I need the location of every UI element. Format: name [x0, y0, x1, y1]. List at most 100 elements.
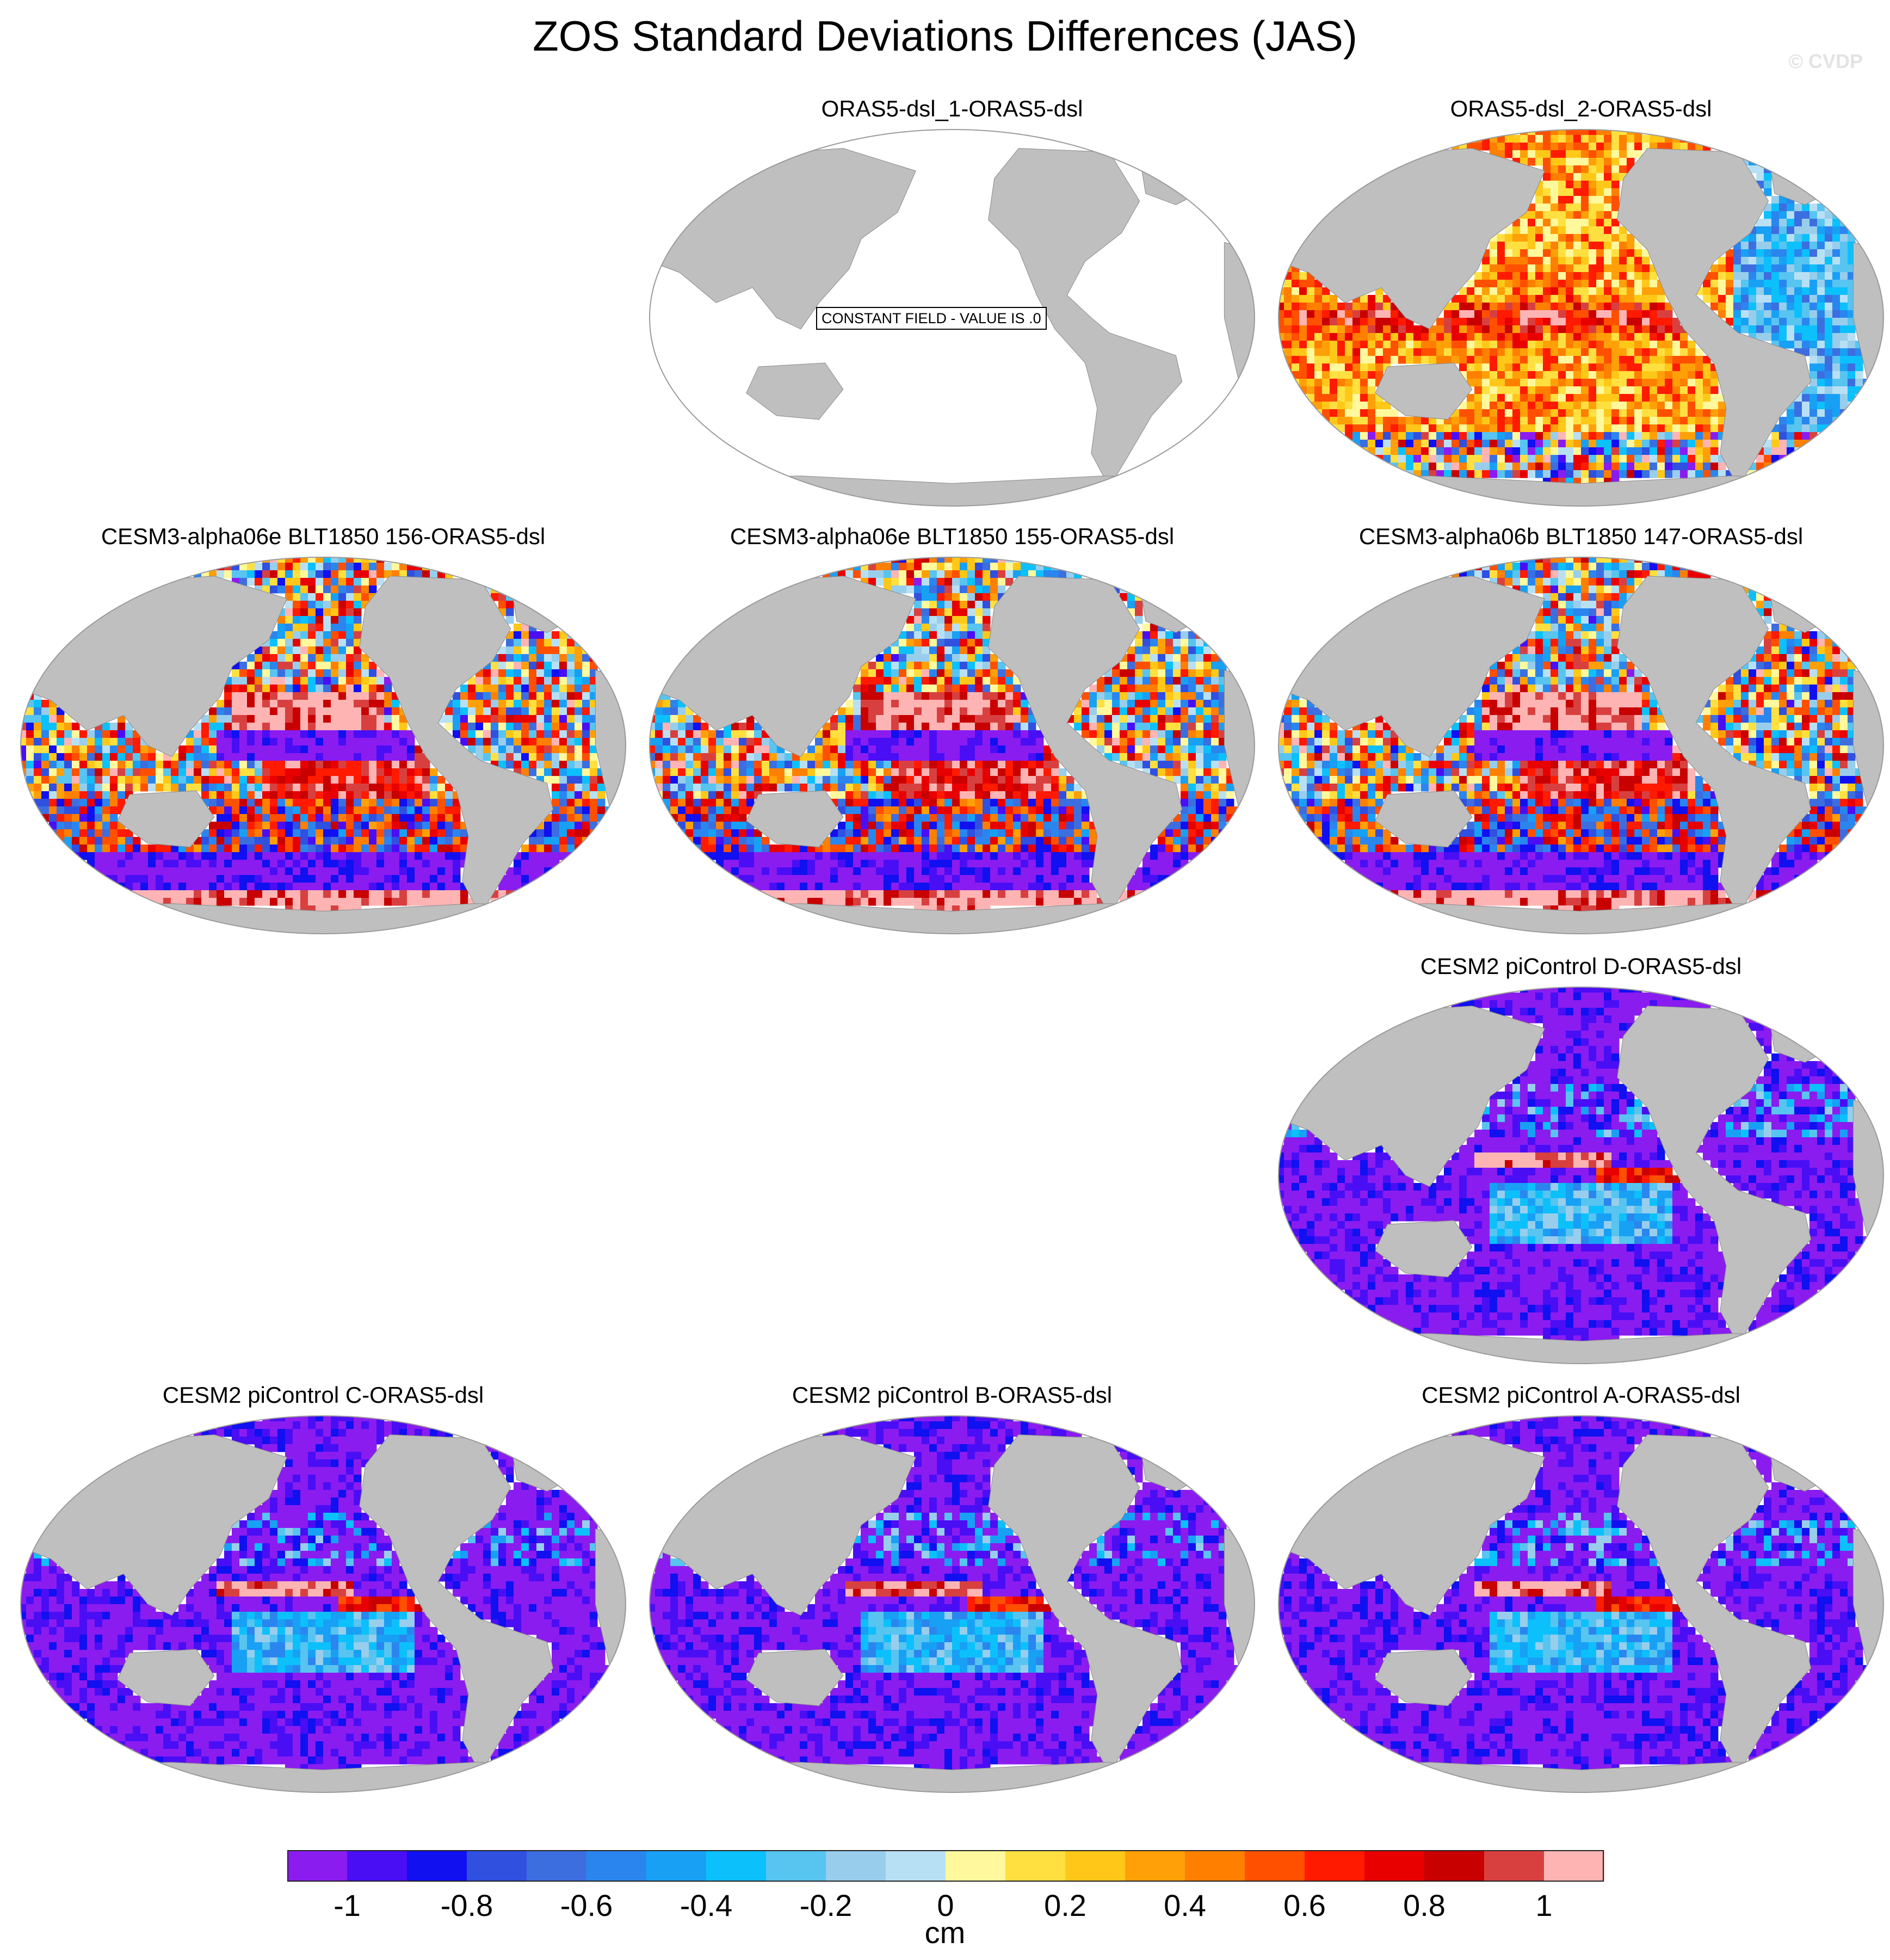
- map-panel: CESM2 piControl D-ORAS5-dsl: [1271, 951, 1890, 1376]
- map-field: [650, 557, 1255, 934]
- land-mass: [117, 790, 215, 848]
- colorbar: [287, 1850, 1604, 1882]
- panel-title: CESM2 piControl C-ORAS5-dsl: [162, 1382, 484, 1408]
- land-mass: [1617, 1434, 1812, 1774]
- land-mass: [117, 1649, 215, 1706]
- world-map: [1278, 987, 1884, 1364]
- colorbar-swatch: [1305, 1850, 1365, 1882]
- land-mass: [359, 576, 554, 916]
- constant-field-note: CONSTANT FIELD - VALUE IS .0: [816, 307, 1047, 330]
- map-panel: CESM2 piControl B-ORAS5-dsl: [642, 1380, 1262, 1804]
- colorbar-tick-label: 0.4: [1164, 1888, 1206, 1922]
- land-mass: [746, 1649, 844, 1706]
- land-mass: [988, 1434, 1183, 1774]
- colorbar-swatch: [347, 1850, 407, 1882]
- map-outline: [20, 1415, 626, 1793]
- colorbar-swatch: [1125, 1850, 1185, 1882]
- colorbar-tick-label: -0.2: [799, 1888, 853, 1922]
- colorbar-swatch: [1424, 1850, 1485, 1882]
- map-field: [21, 1416, 626, 1792]
- colorbar-tick-label: 0.6: [1283, 1888, 1326, 1922]
- colorbar-tick-label: 0.2: [1044, 1888, 1086, 1922]
- colorbar-swatch: [766, 1850, 826, 1882]
- world-map: [1278, 129, 1884, 507]
- colorbar-swatch: [287, 1850, 348, 1882]
- watermark: © CVDP: [1788, 50, 1863, 72]
- map-panel: CESM2 piControl C-ORAS5-dsl: [13, 1380, 633, 1804]
- world-map: [649, 1415, 1255, 1793]
- colorbar-swatch: [1065, 1850, 1126, 1882]
- world-map: [1278, 1415, 1884, 1793]
- colorbar-swatch: [1484, 1850, 1545, 1882]
- map-panel: CESM3-alpha06e BLT1850 155-ORAS5-dsl: [642, 521, 1262, 946]
- map-field: [1278, 557, 1883, 934]
- map-field: [1278, 987, 1883, 1364]
- colorbar-tick-label: -0.6: [560, 1888, 613, 1922]
- colorbar-swatch: [646, 1850, 707, 1882]
- map-field: [1278, 1416, 1883, 1792]
- land-mass: [1617, 1006, 1812, 1346]
- map-outline: [20, 557, 626, 934]
- world-map: [20, 557, 626, 934]
- colorbar-swatch: [1364, 1850, 1425, 1882]
- colorbar-swatch: [467, 1850, 527, 1882]
- panel-title: CESM2 piControl B-ORAS5-dsl: [792, 1382, 1113, 1408]
- land-mass: [1375, 1220, 1473, 1278]
- figure-title: ZOS Standard Deviations Differences (JAS…: [533, 12, 1357, 60]
- colorbar-swatch: [407, 1850, 467, 1882]
- land-mass: [988, 576, 1183, 916]
- world-map: [649, 129, 1255, 507]
- map-panel: CESM3-alpha06e BLT1850 156-ORAS5-dsl: [13, 521, 633, 946]
- colorbar-tick-label: 1: [1535, 1888, 1553, 1922]
- land-mass: [1617, 576, 1812, 916]
- land-mass: [746, 362, 844, 420]
- panel-title: CESM3-alpha06b BLT1850 147-ORAS5-dsl: [1358, 523, 1803, 549]
- colorbar-swatch: [586, 1850, 647, 1882]
- world-map: [20, 1415, 626, 1793]
- colorbar-swatch: [1185, 1850, 1245, 1882]
- map-outline: [649, 129, 1255, 507]
- land-mass: [746, 790, 844, 848]
- map-outline: [1278, 129, 1884, 507]
- map-outline: [1278, 557, 1884, 934]
- map-panel: ORAS5-dsl_1-ORAS5-dsl CONSTANT FIELD - V…: [642, 94, 1262, 518]
- land-mass: [1375, 1649, 1473, 1706]
- land-mass: [1375, 362, 1473, 420]
- colorbar-tick-label: -0.8: [440, 1888, 493, 1922]
- world-map: [1278, 557, 1884, 934]
- map-outline: [649, 557, 1255, 934]
- colorbar-tick-label: 0.8: [1403, 1888, 1446, 1922]
- panel-title: ORAS5-dsl_2-ORAS5-dsl: [1450, 96, 1712, 121]
- colorbar-swatch: [886, 1850, 946, 1882]
- colorbar-swatch: [946, 1850, 1006, 1882]
- panel-title: CESM2 piControl D-ORAS5-dsl: [1420, 953, 1742, 979]
- world-map: [649, 557, 1255, 934]
- colorbar-swatch: [1544, 1850, 1604, 1882]
- map-outline: [649, 1415, 1255, 1793]
- panel-title: ORAS5-dsl_1-ORAS5-dsl: [821, 96, 1083, 121]
- panel-title: CESM3-alpha06e BLT1850 155-ORAS5-dsl: [730, 523, 1175, 549]
- panel-title: CESM2 piControl A-ORAS5-dsl: [1422, 1382, 1740, 1408]
- map-panel: CESM3-alpha06b BLT1850 147-ORAS5-dsl: [1271, 521, 1890, 946]
- map-panel: CESM2 piControl A-ORAS5-dsl: [1271, 1380, 1890, 1804]
- map-outline: [1278, 987, 1884, 1364]
- map-field: [650, 1416, 1255, 1792]
- land-mass: [1617, 148, 1812, 488]
- land-mass: [359, 1434, 554, 1774]
- panel-title: CESM3-alpha06e BLT1850 156-ORAS5-dsl: [101, 523, 546, 549]
- map-field: [21, 557, 626, 934]
- colorbar-tick-label: 0: [937, 1888, 954, 1922]
- colorbar-tick-label: -1: [333, 1888, 361, 1922]
- colorbar-tick-label: -0.4: [680, 1888, 733, 1922]
- colorbar-swatch: [706, 1850, 767, 1882]
- map-panel: ORAS5-dsl_2-ORAS5-dsl: [1271, 94, 1890, 518]
- colorbar-swatch: [826, 1850, 886, 1882]
- map-outline: [1278, 1415, 1884, 1793]
- colorbar-swatch: [527, 1850, 587, 1882]
- land-mass: [988, 148, 1183, 488]
- colorbar-swatch: [1245, 1850, 1305, 1882]
- colorbar-swatch: [1005, 1850, 1066, 1882]
- land-mass: [1375, 790, 1473, 848]
- colorbar-unit: cm: [924, 1915, 966, 1950]
- map-field: [1278, 130, 1883, 506]
